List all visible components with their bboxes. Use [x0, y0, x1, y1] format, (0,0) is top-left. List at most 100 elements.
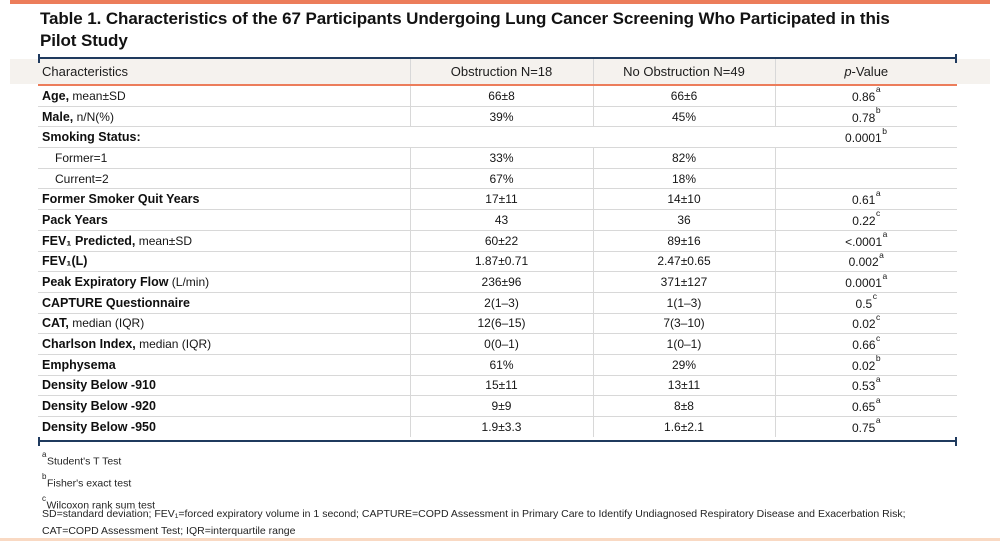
column-header-p-value: p-Value — [774, 59, 957, 86]
column-header-no-obstruction: No Obstruction N=49 — [592, 59, 775, 86]
cell-characteristic: Charlson Index, median (IQR) — [38, 333, 410, 355]
cell-obstruction-value: 60±22 — [409, 230, 593, 252]
characteristic-label-bold: Male, — [42, 109, 74, 124]
characteristic-label-rest: Former=1 — [55, 150, 108, 165]
cell-obstruction-value: 66±8 — [409, 85, 593, 107]
cell-characteristic: Age, mean±SD — [38, 85, 410, 107]
cell-no-obstruction-value: 8±8 — [592, 395, 775, 417]
cell-no-obstruction-value: 1.6±2.1 — [592, 416, 775, 437]
footnote-text: Student's T Test — [46, 455, 122, 468]
p-value-footnote-marker: a — [875, 84, 881, 95]
p-value-number: 0.65 — [851, 400, 876, 415]
cell-p-value: 0.65a — [774, 394, 957, 417]
cell-obstruction-value: 1.9±3.3 — [409, 416, 593, 437]
cell-no-obstruction-value: 18% — [592, 168, 775, 190]
footnote-marker: b — [42, 472, 47, 481]
cell-obstruction-value: 61% — [409, 354, 593, 376]
p-value-footnote-marker: a — [882, 229, 888, 240]
cell-obstruction-value: 0(0–1) — [409, 333, 593, 355]
table-row: Former Smoker Quit Years 17±11 14±10 0.6… — [38, 188, 957, 211]
p-value-number: 0.53 — [851, 379, 876, 394]
cell-characteristic: CAPTURE Questionnaire — [38, 292, 410, 314]
cell-no-obstruction-value: 82% — [592, 147, 775, 169]
table-row: CAPTURE Questionnaire 2(1–3) 1(1–3) 0.5c — [38, 291, 957, 314]
p-value-number: <.0001 — [845, 234, 883, 249]
cell-p-value — [774, 147, 957, 169]
cell-obstruction-value: 33% — [409, 147, 593, 169]
p-value-footnote-marker: c — [876, 208, 881, 219]
cell-no-obstruction-value: 45% — [592, 106, 775, 128]
cell-characteristic: Former Smoker Quit Years — [38, 188, 410, 211]
p-value-label: -Value — [851, 64, 889, 79]
cell-characteristic: Former=1 — [38, 147, 410, 169]
cell-characteristic: Male, n/N(%) — [38, 106, 410, 128]
cell-no-obstruction-value: 1(0–1) — [592, 333, 775, 355]
footnote-item: aStudent's T Test — [42, 449, 155, 471]
characteristic-label-rest: mean±SD — [135, 233, 192, 248]
p-value-footnote-marker: b — [882, 125, 887, 136]
cell-p-value: 0.53a — [774, 374, 957, 397]
cell-obstruction-value: 43 — [409, 209, 593, 231]
table-row: Current=2 67% 18% — [38, 168, 957, 190]
p-value-footnote-marker: c — [872, 291, 877, 302]
cell-no-obstruction-value: 371±127 — [592, 271, 775, 293]
cell-characteristic: Pack Years — [38, 209, 410, 231]
characteristic-label-bold: CAPTURE Questionnaire — [42, 295, 190, 310]
p-value-number: 0.66 — [852, 338, 876, 353]
cell-no-obstruction-value: 66±6 — [592, 85, 775, 107]
column-header-characteristics: Characteristics — [38, 59, 410, 86]
characteristic-label-bold: CAT, — [42, 316, 69, 331]
characteristic-label-bold: FEV₁ Predicted, — [42, 233, 136, 248]
cell-characteristic: Density Below -910 — [38, 375, 410, 397]
table-row: Density Below -920 9±9 8±8 0.65a — [38, 394, 957, 417]
cell-characteristic: Density Below -950 — [38, 417, 410, 437]
cell-characteristic: Density Below -920 — [38, 395, 410, 417]
cell-no-obstruction-value: 13±11 — [592, 375, 775, 397]
cell-p-value: 0.0001a — [774, 271, 957, 293]
p-value-footnote-marker: b — [875, 353, 881, 364]
table-row: FEV₁ Predicted, mean±SD 60±22 89±16 <.00… — [38, 229, 957, 252]
cell-characteristic: CAT, median (IQR) — [38, 313, 410, 335]
p-value-number: 0.22 — [852, 213, 876, 228]
footnote-marker: c — [42, 494, 46, 503]
p-value-footnote-marker: a — [875, 394, 881, 405]
cell-p-value: 0.02c — [774, 312, 957, 335]
p-value-number: 0.78 — [851, 110, 876, 125]
characteristic-label-bold: Density Below -950 — [42, 419, 156, 434]
characteristic-label-rest: (L/min) — [168, 275, 210, 290]
cell-p-value: 0.86a — [774, 84, 957, 107]
cell-obstruction-value: 12(6–15) — [409, 313, 593, 335]
characteristic-label-rest: n/N(%) — [73, 109, 114, 124]
p-value-number: 0.61 — [851, 193, 876, 208]
characteristic-label-bold: Peak Expiratory Flow — [42, 275, 169, 290]
cell-characteristic: FEV₁ Predicted, mean±SD — [38, 230, 410, 252]
table-row: Pack Years 43 36 0.22c — [38, 208, 957, 231]
cell-obstruction-value: 39% — [409, 106, 593, 128]
cell-p-value: 0.78b — [774, 105, 957, 128]
characteristic-label-bold: Pack Years — [42, 212, 108, 227]
characteristic-label-rest: median (IQR) — [135, 337, 212, 352]
footnotes: aStudent's T Test bFisher's exact test cWi… — [42, 449, 155, 515]
p-value-number: 0.0001 — [845, 131, 882, 146]
characteristic-label-bold: Density Below -920 — [42, 399, 156, 414]
p-value-footnote-marker: a — [879, 249, 884, 260]
table-row: Male, n/N(%) 39% 45% 0.78b — [38, 105, 957, 128]
table-row: Emphysema 61% 29% 0.02b — [38, 353, 957, 376]
p-value-number: 0.75 — [851, 420, 876, 435]
table-header: Characteristics Obstruction N=18 No Obst… — [38, 59, 957, 86]
table-bottom-rule — [38, 436, 957, 446]
characteristic-label-rest: Current=2 — [55, 171, 109, 186]
abbreviations-note: SD=standard deviation; FEV₁=forced expir… — [42, 508, 906, 537]
cell-p-value: <.0001a — [774, 229, 957, 252]
p-value-number: 0.0001 — [845, 276, 882, 291]
footnote-text: Wilcoxon rank sum test — [46, 499, 156, 512]
characteristic-label-bold: Former Smoker Quit Years — [42, 192, 200, 207]
footnote-item: bFisher's exact test — [42, 471, 155, 493]
cell-p-value: 0.61a — [774, 188, 957, 211]
cell-p-value: 0.5c — [774, 291, 957, 314]
cell-p-value: 0.002a — [774, 249, 957, 273]
cell-no-obstruction-value: 7(3–10) — [592, 313, 775, 335]
footnote-item: cWilcoxon rank sum test — [42, 493, 155, 515]
p-italic: p — [844, 64, 852, 79]
